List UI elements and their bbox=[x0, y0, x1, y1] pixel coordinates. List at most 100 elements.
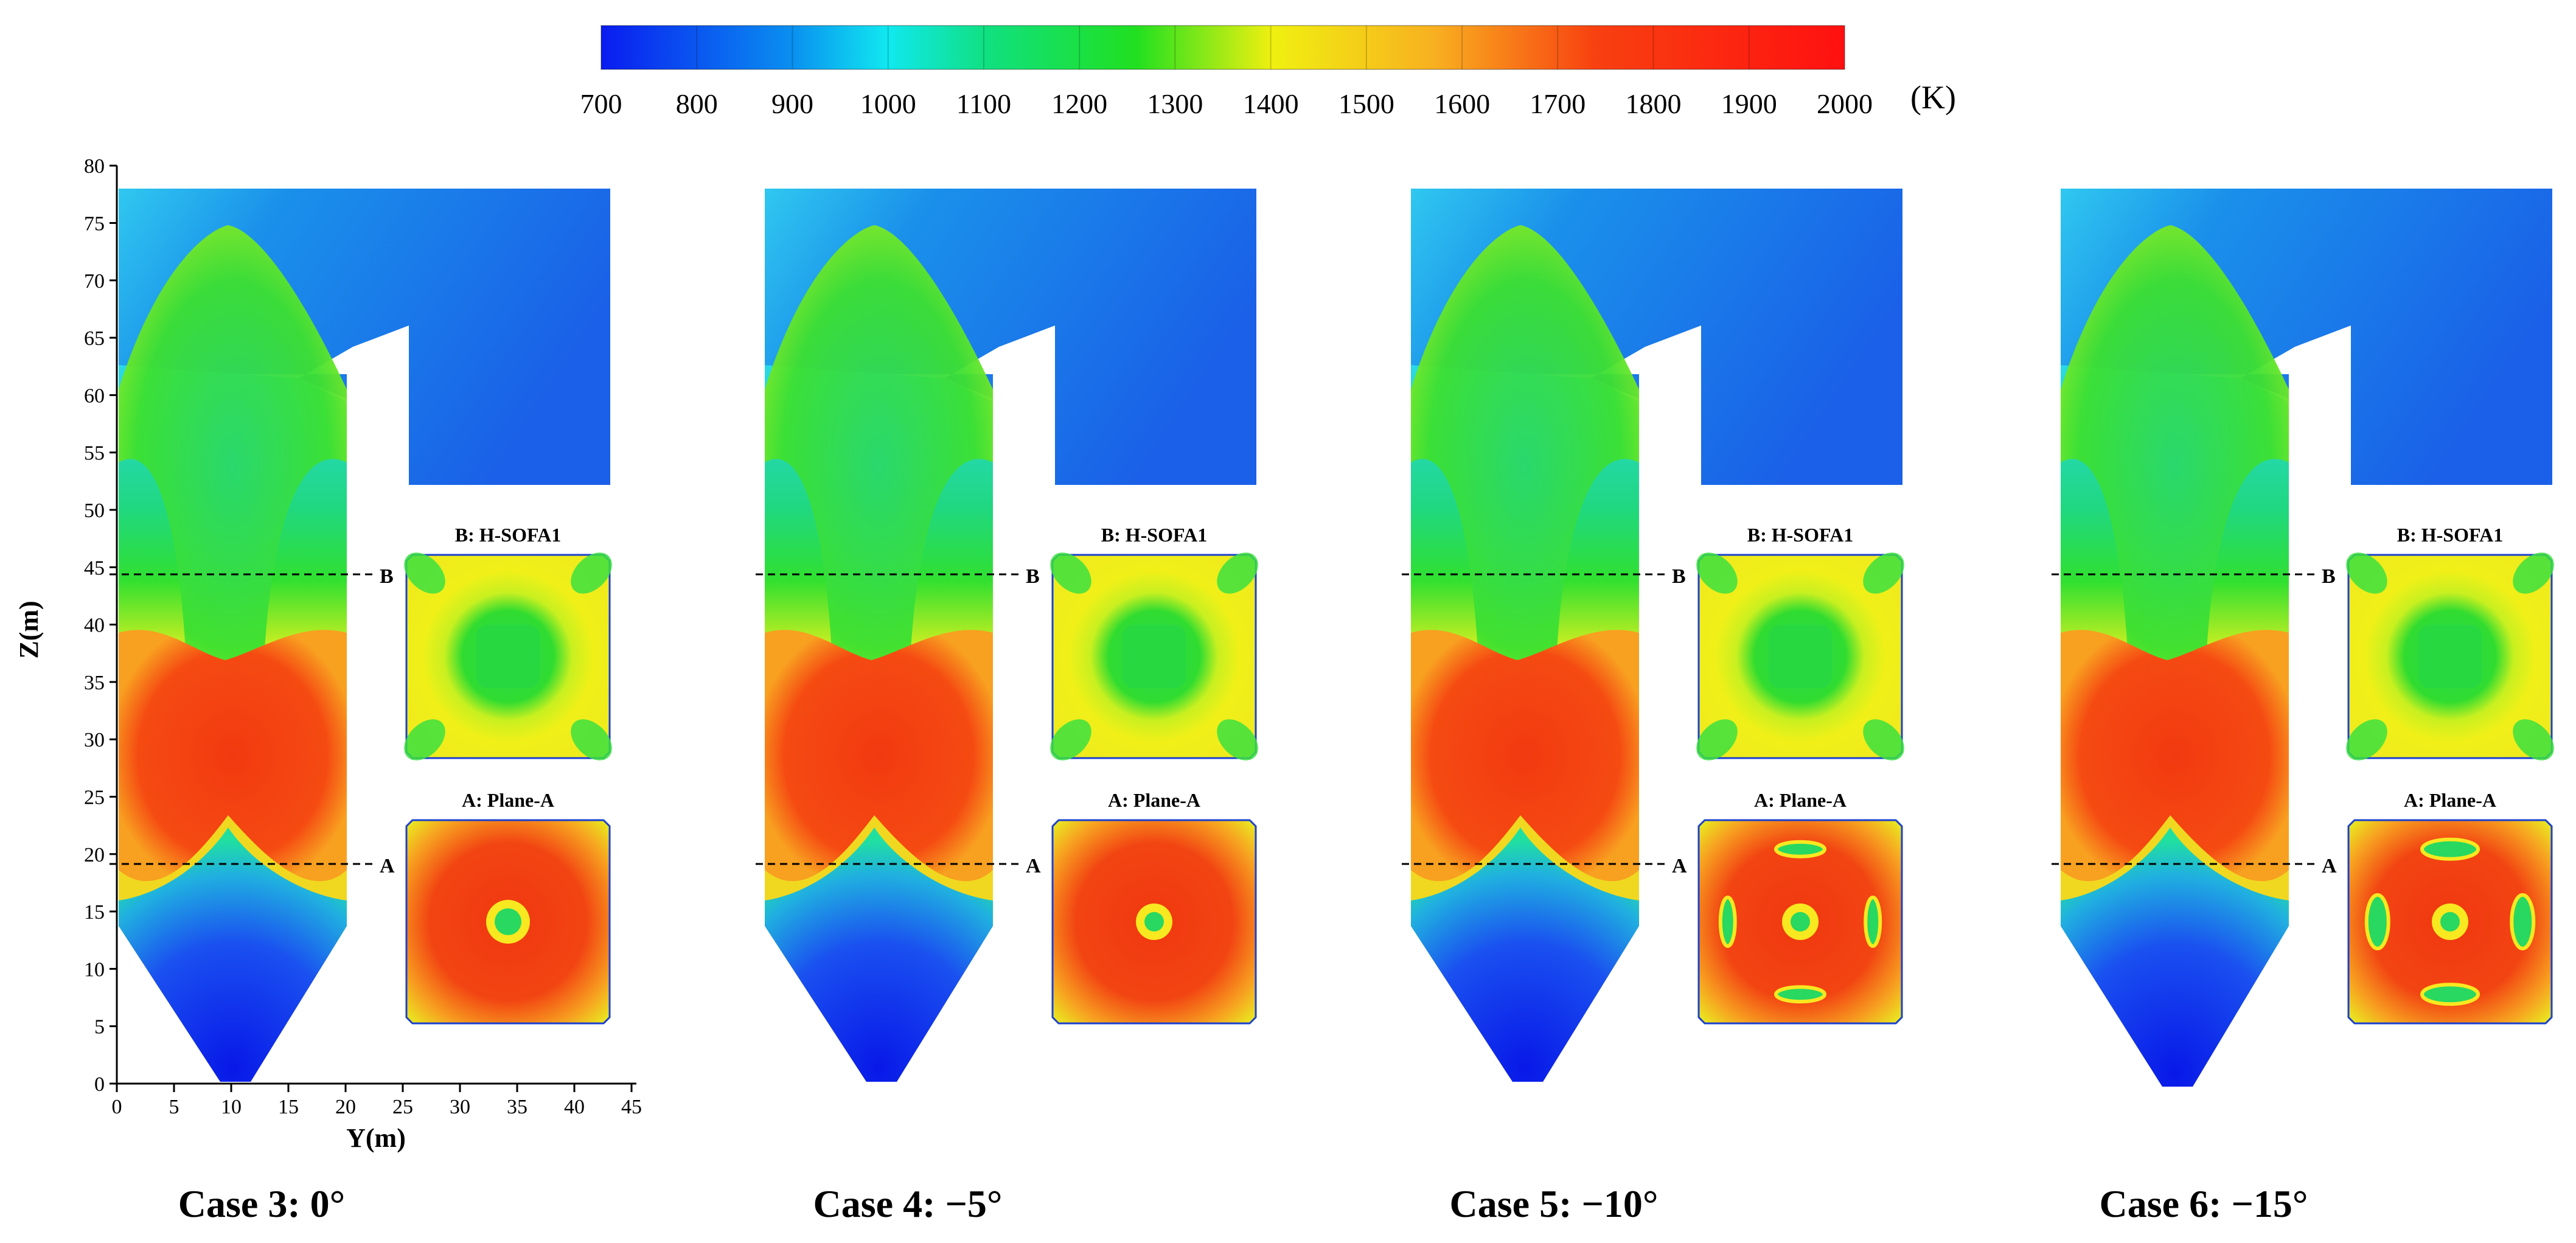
colorbar-tick-label: 1900 bbox=[1721, 88, 1777, 119]
section-a-wall-jet bbox=[1864, 896, 1882, 948]
section-b-title: B: H-SOFA1 bbox=[1747, 524, 1854, 546]
y-tick-label: 45 bbox=[84, 557, 105, 579]
section-a-wall-jet bbox=[1774, 985, 1826, 1004]
section-a-wall-jet bbox=[1774, 840, 1826, 858]
section-b-corner-jet bbox=[2346, 552, 2387, 594]
section-line-a-label: A bbox=[1672, 855, 1687, 877]
y-tick-label: 5 bbox=[94, 1016, 105, 1039]
section-line-a-label: A bbox=[2322, 855, 2337, 877]
y-tick-label: 15 bbox=[84, 901, 105, 924]
colorbar-tick-label: 1000 bbox=[860, 88, 916, 119]
section-line-a-label: A bbox=[1026, 855, 1041, 877]
y-tick-label: 50 bbox=[84, 500, 105, 522]
section-b-corner-jet bbox=[1863, 552, 1904, 594]
y-tick-label: 65 bbox=[84, 327, 105, 350]
section-b-corner-jet bbox=[2346, 719, 2387, 761]
section-b-corner-jet bbox=[571, 552, 612, 594]
y-tick-label: 35 bbox=[84, 672, 105, 694]
section-a-title: A: Plane-A bbox=[1754, 789, 1847, 811]
y-tick-label: 60 bbox=[84, 385, 105, 407]
section-b-corner-jet bbox=[404, 719, 445, 761]
section-a-wall-jet bbox=[2420, 983, 2480, 1006]
section-b-corner-jet bbox=[1217, 552, 1258, 594]
section-a-wall-jet bbox=[2420, 837, 2480, 861]
x-tick-label: 20 bbox=[335, 1096, 356, 1118]
y-axis-label: Z(m) bbox=[14, 601, 44, 658]
section-b-core bbox=[1769, 625, 1832, 688]
hopper-contour bbox=[2061, 827, 2289, 1087]
section-line-a-label: A bbox=[380, 855, 395, 877]
section-a-center-core bbox=[495, 908, 521, 935]
y-tick-label: 40 bbox=[84, 615, 105, 637]
x-tick-label: 35 bbox=[507, 1096, 527, 1118]
section-b-corner-jet bbox=[2513, 552, 2554, 594]
red-core bbox=[119, 630, 347, 882]
colorbar-tick-labels: 700 800 900 1000 1100 1200 1300 1400 1500 1600 170… bbox=[580, 88, 1873, 119]
red-core bbox=[765, 630, 993, 882]
colorbar-tick-label: 700 bbox=[580, 88, 622, 119]
y-tick-label: 70 bbox=[84, 270, 105, 293]
case-panel: B A B: H-SOFA1 A: Plane-A Case 3: 0° bbox=[110, 189, 612, 1225]
section-b-corner-jet bbox=[1863, 719, 1904, 761]
section-b-corner-jet bbox=[1050, 719, 1091, 761]
hopper-contour bbox=[119, 827, 347, 1082]
case-panel: B A B: H-SOFA1 A: Plane-A Case 4: −5° bbox=[756, 189, 1258, 1225]
section-b-title: B: H-SOFA1 bbox=[455, 524, 562, 546]
colorbar-dividers bbox=[600, 25, 1845, 70]
y-tick-label: 55 bbox=[84, 442, 105, 465]
panels: B A B: H-SOFA1 A: Plane-A Case 3: 0° B A B: H-S… bbox=[110, 189, 2554, 1225]
hopper-contour bbox=[765, 827, 993, 1082]
x-tick-label: 30 bbox=[450, 1096, 470, 1118]
section-a-center-core bbox=[1791, 912, 1810, 931]
section-b-corner-jet bbox=[1217, 719, 1258, 761]
case-caption: Case 4: −5° bbox=[813, 1182, 1003, 1225]
section-a-center-core bbox=[2440, 912, 2460, 931]
colorbar-tick-label: 1800 bbox=[1626, 88, 1682, 119]
colorbar-tick-label: 900 bbox=[771, 88, 813, 119]
colorbar-tick-label: 800 bbox=[676, 88, 718, 119]
colorbar-tick-label: 1500 bbox=[1338, 88, 1394, 119]
section-a-wall-jet bbox=[1718, 896, 1737, 948]
y-tick-labels: 0 5 10 15 20 25 30 35 40 45 50 55 60 65 70 75 80 bbox=[84, 155, 117, 1096]
section-line-b-label: B bbox=[1672, 565, 1686, 588]
section-a-title: A: Plane-A bbox=[462, 789, 554, 811]
y-tick-label: 30 bbox=[84, 729, 105, 751]
colorbar-tick-label: 1700 bbox=[1530, 88, 1586, 119]
colorbar-tick-label: 1400 bbox=[1243, 88, 1299, 119]
red-core bbox=[1411, 630, 1639, 882]
green-plume bbox=[119, 225, 347, 665]
green-plume bbox=[1411, 225, 1639, 665]
section-line-b-label: B bbox=[380, 565, 394, 588]
section-a-title: A: Plane-A bbox=[1108, 789, 1200, 811]
y-tick-label: 10 bbox=[84, 958, 105, 981]
section-b-corner-jet bbox=[404, 552, 445, 594]
y-tick-label: 0 bbox=[94, 1073, 105, 1096]
section-a-center-core bbox=[1144, 912, 1164, 931]
colorbar-tick-label: 2000 bbox=[1817, 88, 1873, 119]
section-b-corner-jet bbox=[1050, 552, 1091, 594]
x-tick-label: 25 bbox=[392, 1096, 413, 1118]
red-core bbox=[2061, 630, 2289, 882]
case-panel: B A B: H-SOFA1 A: Plane-A Case 6: −15° bbox=[2052, 189, 2554, 1225]
section-line-b-label: B bbox=[1026, 565, 1040, 588]
hopper-contour bbox=[1411, 827, 1639, 1082]
x-tick-label: 5 bbox=[169, 1096, 179, 1118]
section-a-title: A: Plane-A bbox=[2404, 789, 2496, 811]
section-a-wall-jet bbox=[2364, 893, 2390, 950]
colorbar-tick-label: 1300 bbox=[1147, 88, 1203, 119]
y-tick-label: 75 bbox=[84, 213, 105, 235]
colorbar: 700 800 900 1000 1100 1200 1300 1400 1500 1600 170… bbox=[580, 25, 1956, 119]
x-tick-label: 10 bbox=[221, 1096, 242, 1118]
y-tick-label: 80 bbox=[84, 155, 105, 178]
x-tick-label: 0 bbox=[112, 1096, 122, 1118]
y-tick-label: 20 bbox=[84, 844, 105, 866]
case-caption: Case 6: −15° bbox=[2100, 1182, 2308, 1225]
section-b-title: B: H-SOFA1 bbox=[1101, 524, 1208, 546]
section-b-corner-jet bbox=[1696, 719, 1738, 761]
colorbar-tick-label: 1600 bbox=[1434, 88, 1490, 119]
section-b-core bbox=[476, 625, 540, 688]
axes: 0 5 10 15 20 25 30 35 40 45 50 55 60 65 70 75 80 0 5 10 15 2… bbox=[14, 155, 642, 1153]
green-plume bbox=[2061, 225, 2289, 665]
colorbar-tick-label: 1100 bbox=[956, 88, 1011, 119]
